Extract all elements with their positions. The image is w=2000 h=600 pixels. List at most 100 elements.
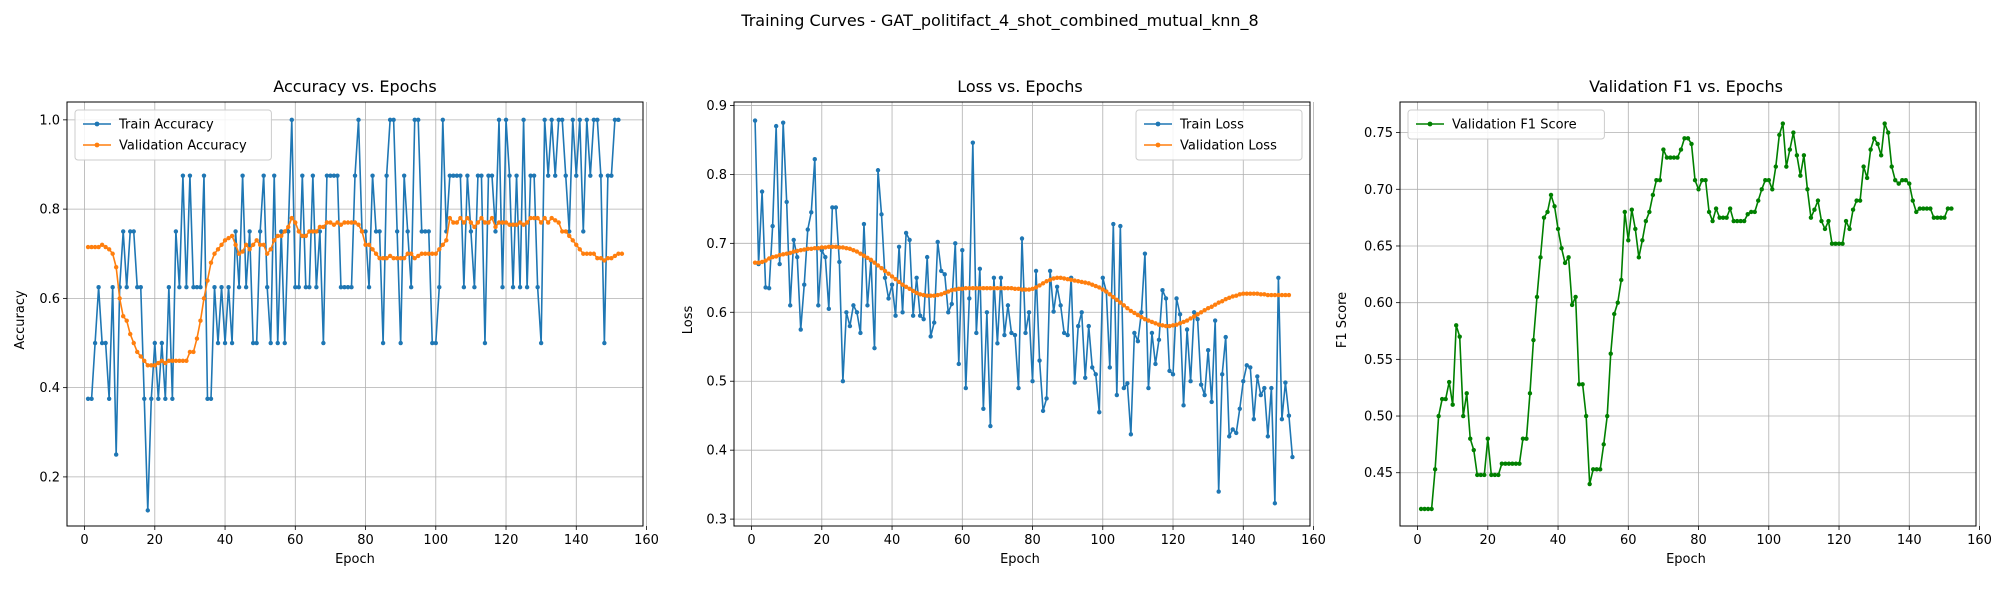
loss-data-point (1272, 292, 1278, 298)
f1-data-point (1889, 164, 1894, 169)
accuracy-data-point (124, 318, 129, 323)
loss-data-point (851, 248, 856, 253)
loss-data-point (1174, 322, 1179, 327)
loss-data-point (1139, 310, 1144, 315)
loss-data-point (823, 254, 828, 260)
loss-x-tick-label: 140 (1231, 533, 1256, 548)
loss-data-point (1160, 288, 1165, 293)
accuracy-data-point (380, 256, 386, 261)
f1-data-point (1478, 472, 1483, 478)
loss-data-point (914, 275, 919, 280)
loss-data-point (854, 249, 860, 254)
loss-data-point (995, 341, 1000, 346)
loss-x-tick-label: 120 (1161, 533, 1186, 548)
accuracy-data-point (507, 173, 512, 178)
accuracy-data-point (500, 285, 505, 290)
loss-data-point (1135, 339, 1141, 344)
accuracy-data-point (208, 260, 214, 265)
accuracy-x-tick-label: 120 (494, 533, 519, 548)
accuracy-data-point (440, 242, 445, 248)
f1-data-point (1826, 218, 1831, 224)
loss-data-point (823, 245, 828, 250)
f1-y-axis-label: F1 Score (1335, 292, 1350, 348)
accuracy-data-point (226, 285, 231, 290)
f1-data-point (1657, 178, 1663, 183)
loss-data-point (1061, 330, 1067, 336)
loss-x-tick-label: 20 (814, 533, 831, 548)
loss-data-point (1107, 365, 1113, 370)
f1-data-point (1446, 379, 1452, 385)
accuracy-data-point (219, 242, 224, 248)
loss-data-point (1051, 309, 1056, 314)
loss-data-point (780, 252, 786, 257)
f1-data-point (1752, 209, 1757, 215)
loss-data-point (1290, 454, 1295, 460)
f1-data-point (1513, 461, 1519, 466)
accuracy-data-point (268, 247, 273, 252)
f1-data-point (1675, 155, 1680, 160)
accuracy-data-point (314, 285, 319, 290)
accuracy-data-point (528, 215, 533, 221)
loss-x-tick-label: 100 (1090, 533, 1115, 548)
loss-data-point (798, 248, 803, 253)
accuracy-data-point (265, 251, 270, 256)
loss-data-point (784, 251, 789, 256)
f1-data-point (1471, 447, 1476, 453)
accuracy-data-point (335, 173, 340, 178)
f1-data-point (1840, 241, 1845, 246)
accuracy-data-point (444, 238, 449, 243)
loss-data-point (1002, 332, 1007, 338)
accuracy-data-point (342, 220, 347, 225)
accuracy-data-point (521, 117, 526, 123)
accuracy-x-tick-label: 60 (287, 533, 304, 548)
f1-data-point (1875, 141, 1880, 147)
loss-data-point (967, 285, 972, 291)
loss-data-point (1223, 296, 1228, 302)
loss-legend-label-1: Validation Loss (1180, 139, 1277, 154)
loss-data-point (910, 288, 916, 294)
loss-data-point (777, 261, 782, 267)
f1-data-point (1622, 209, 1627, 215)
loss-data-point (1125, 381, 1130, 386)
f1-data-point (1492, 472, 1498, 478)
accuracy-data-point (556, 117, 561, 123)
accuracy-data-point (465, 215, 470, 221)
accuracy-data-point (124, 285, 129, 290)
accuracy-data-point (605, 256, 611, 261)
accuracy-data-point (142, 358, 147, 364)
loss-data-point (1114, 297, 1120, 303)
loss-data-point (1076, 323, 1081, 329)
loss-data-point (953, 241, 958, 246)
f1-data-point (1654, 178, 1659, 183)
loss-data-point (766, 256, 772, 261)
accuracy-data-point (489, 173, 495, 178)
f1-data-point (1429, 506, 1434, 512)
accuracy-data-point (117, 296, 122, 301)
loss-data-point (1097, 285, 1102, 290)
accuracy-data-point (486, 173, 491, 178)
loss-data-point (1026, 287, 1032, 292)
accuracy-data-point (92, 244, 98, 250)
f1-x-tick-label: 80 (1690, 533, 1707, 548)
accuracy-data-point (254, 238, 259, 243)
accuracy-data-point (472, 285, 477, 290)
loss-data-point (1163, 296, 1169, 301)
f1-data-point (1608, 351, 1613, 356)
f1-panel: Validation F1 vs. Epochs 0 20 40 60 80 100 120… (1335, 77, 1992, 567)
accuracy-data-point (303, 233, 309, 239)
accuracy-data-point (584, 117, 589, 123)
loss-data-point (1047, 277, 1053, 283)
accuracy-data-point (380, 340, 386, 346)
f1-data-point (1626, 238, 1631, 243)
accuracy-data-point (531, 215, 537, 221)
f1-legend-marker-0 (1427, 121, 1433, 127)
f1-data-point (1601, 442, 1606, 447)
accuracy-data-point (163, 396, 168, 401)
loss-data-point (1167, 323, 1172, 329)
loss-data-point (1107, 292, 1113, 297)
f1-data-point (1647, 209, 1652, 215)
loss-y-tick-label: 0.5 (706, 375, 727, 390)
loss-data-point (752, 118, 758, 123)
loss-data-point (1220, 299, 1225, 304)
loss-data-point (1002, 285, 1007, 291)
